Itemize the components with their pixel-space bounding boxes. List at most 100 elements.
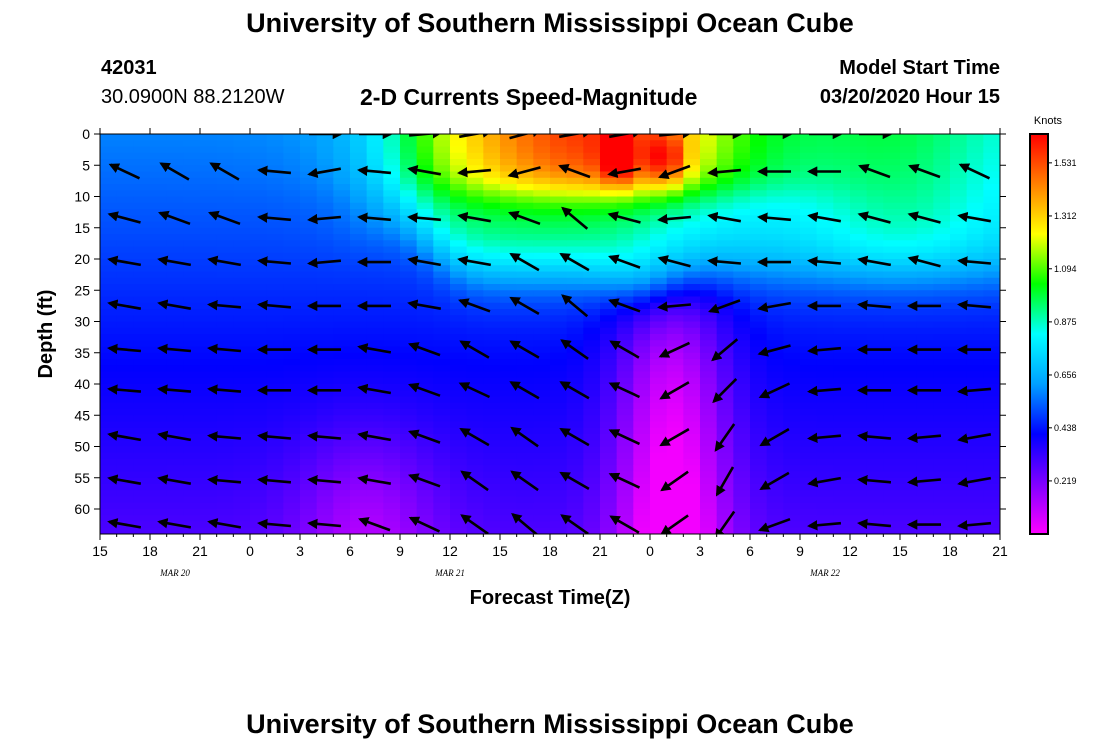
heatmap-cell — [116, 134, 134, 141]
heatmap-cell — [533, 277, 551, 285]
heatmap-cell — [616, 315, 634, 323]
heatmap-cell — [683, 302, 701, 310]
heatmap-cell — [800, 484, 818, 491]
heatmap-cell — [616, 271, 634, 279]
heatmap-cell — [283, 502, 301, 510]
heatmap-cell — [466, 415, 484, 423]
heatmap-cell — [166, 284, 184, 291]
heatmap-cell — [383, 402, 401, 410]
heatmap-cell — [883, 446, 901, 454]
heatmap-cell — [616, 184, 634, 191]
heatmap-cell — [583, 521, 601, 529]
heatmap-cell — [216, 252, 234, 260]
heatmap-cell — [633, 321, 651, 329]
heatmap-cell — [783, 452, 801, 460]
heatmap-cell — [483, 152, 501, 160]
heatmap-cell — [300, 240, 318, 248]
heatmap-cell — [533, 340, 551, 348]
heatmap-cell — [700, 446, 718, 454]
heatmap-cell — [633, 177, 651, 185]
station-coordinates: 30.0900N 88.2120W — [101, 86, 285, 108]
heatmap-cell — [650, 184, 668, 191]
heatmap-cell — [650, 196, 668, 204]
heatmap-cell — [383, 177, 401, 185]
heatmap-cell — [500, 421, 518, 429]
heatmap-cell — [500, 246, 518, 254]
heatmap-cell — [416, 315, 434, 323]
heatmap-cell — [450, 140, 468, 148]
heatmap-cell — [533, 302, 551, 310]
heatmap-cell — [483, 515, 501, 523]
heatmap-cell — [616, 246, 634, 254]
heatmap-cell — [400, 490, 418, 498]
heatmap-cell — [166, 277, 184, 285]
heatmap-cell — [966, 509, 984, 516]
heatmap-cell — [300, 165, 318, 173]
heatmap-cell — [966, 171, 984, 179]
heatmap-cell — [600, 415, 618, 423]
heatmap-cell — [433, 396, 451, 404]
heatmap-cell — [633, 390, 651, 398]
heatmap-cell — [916, 409, 934, 416]
heatmap-cell — [666, 152, 684, 160]
heatmap-cell — [833, 171, 851, 179]
heatmap-cell — [233, 365, 251, 373]
heatmap-cell — [283, 421, 301, 429]
current-arrow — [509, 252, 540, 272]
heatmap-cell — [833, 427, 851, 435]
heatmap-cell — [716, 284, 734, 291]
heatmap-cell — [383, 302, 401, 310]
heatmap-cell — [166, 509, 184, 516]
heatmap-cell — [616, 446, 634, 454]
heatmap-cell — [983, 340, 1000, 348]
heatmap-cell — [366, 359, 384, 366]
heatmap-cell — [866, 359, 884, 366]
heatmap-cell — [300, 202, 318, 210]
current-vectors — [107, 134, 992, 534]
heatmap-cell — [616, 171, 634, 179]
heatmap-cell — [183, 509, 201, 516]
heatmap-cell — [266, 340, 284, 348]
heatmap-cell — [950, 184, 968, 191]
heatmap-cell — [683, 402, 701, 410]
heatmap-cell — [300, 459, 318, 466]
heatmap-cell — [450, 234, 468, 241]
heatmap-cell — [666, 415, 684, 423]
heatmap-cell — [416, 165, 434, 173]
heatmap-cell — [583, 259, 601, 266]
heatmap-cell — [216, 496, 234, 504]
heatmap-cell — [583, 334, 601, 341]
heatmap-cell — [316, 246, 334, 254]
heatmap-cell — [400, 477, 418, 485]
heatmap-cell — [766, 240, 784, 248]
heatmap-cell — [933, 515, 951, 523]
heatmap-cell — [100, 327, 118, 335]
heatmap-cell — [350, 240, 368, 248]
heatmap-cell — [383, 259, 401, 266]
heatmap-cell — [783, 302, 801, 310]
heatmap-cell — [600, 196, 618, 204]
heatmap-cell — [350, 271, 368, 279]
heatmap-cell — [666, 140, 684, 148]
heatmap-cell — [166, 240, 184, 248]
heatmap-cell — [900, 409, 918, 416]
heatmap-cell — [916, 315, 934, 323]
heatmap-cell — [383, 159, 401, 166]
heatmap-cell — [316, 527, 334, 534]
heatmap-cell — [483, 490, 501, 498]
y-tick-label: 50 — [74, 439, 90, 455]
heatmap-cell — [350, 440, 368, 448]
heatmap-cell — [400, 434, 418, 441]
heatmap-cell — [550, 440, 568, 448]
heatmap-cell — [150, 221, 168, 229]
heatmap-cell — [283, 509, 301, 516]
heatmap-cell — [533, 415, 551, 423]
heatmap-cell — [416, 190, 434, 198]
heatmap-cell — [966, 409, 984, 416]
x-tick-label: 12 — [842, 543, 858, 559]
heatmap-cell — [883, 465, 901, 473]
heatmap-cell — [733, 409, 751, 416]
heatmap-cell — [600, 477, 618, 485]
heatmap-cell — [916, 377, 934, 385]
